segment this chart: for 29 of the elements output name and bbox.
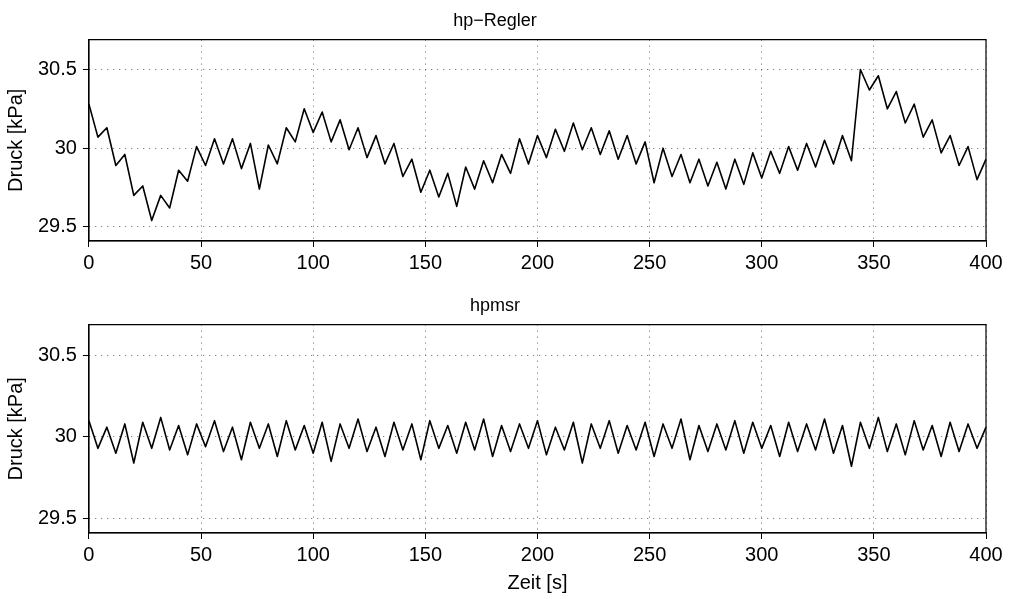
x-tick-label: 300 <box>745 542 779 565</box>
x-tick-label: 50 <box>189 250 213 273</box>
x-tick-label: 150 <box>408 250 443 273</box>
x-tick-label: 400 <box>969 542 1003 565</box>
x-tick-label: 250 <box>632 542 667 565</box>
x-tick-label: 300 <box>745 250 779 273</box>
x-tick-label: 350 <box>857 542 891 565</box>
y-tick-label: 30.5 <box>37 57 77 80</box>
x-tick-label: 200 <box>520 250 555 273</box>
y-tick-label: 30 <box>54 135 77 158</box>
x-tick-label: 100 <box>296 250 330 273</box>
y-axis-title: Druck [kPa] <box>3 377 26 481</box>
x-tick-label: 0 <box>83 250 95 273</box>
x-tick-label: 350 <box>857 250 891 273</box>
x-tick-label: 50 <box>189 542 213 565</box>
x-tick-label: 400 <box>969 250 1003 273</box>
y-tick-label: 30 <box>54 424 77 447</box>
x-tick-label: 100 <box>296 542 330 565</box>
x-tick-label: 150 <box>408 542 443 565</box>
x-axis-title: Zeit [s] <box>507 570 568 593</box>
y-tick-label: 30.5 <box>37 343 77 366</box>
y-axis-title: Druck [kPa] <box>3 88 26 192</box>
x-tick-label: 250 <box>632 250 667 273</box>
x-tick-label: 200 <box>520 542 555 565</box>
chart-title: hp−Regler <box>453 9 537 30</box>
y-tick-label: 29.5 <box>37 505 77 528</box>
y-tick-label: 29.5 <box>37 214 77 237</box>
chart-title: hpmsr <box>469 294 521 315</box>
x-tick-label: 0 <box>83 542 95 565</box>
